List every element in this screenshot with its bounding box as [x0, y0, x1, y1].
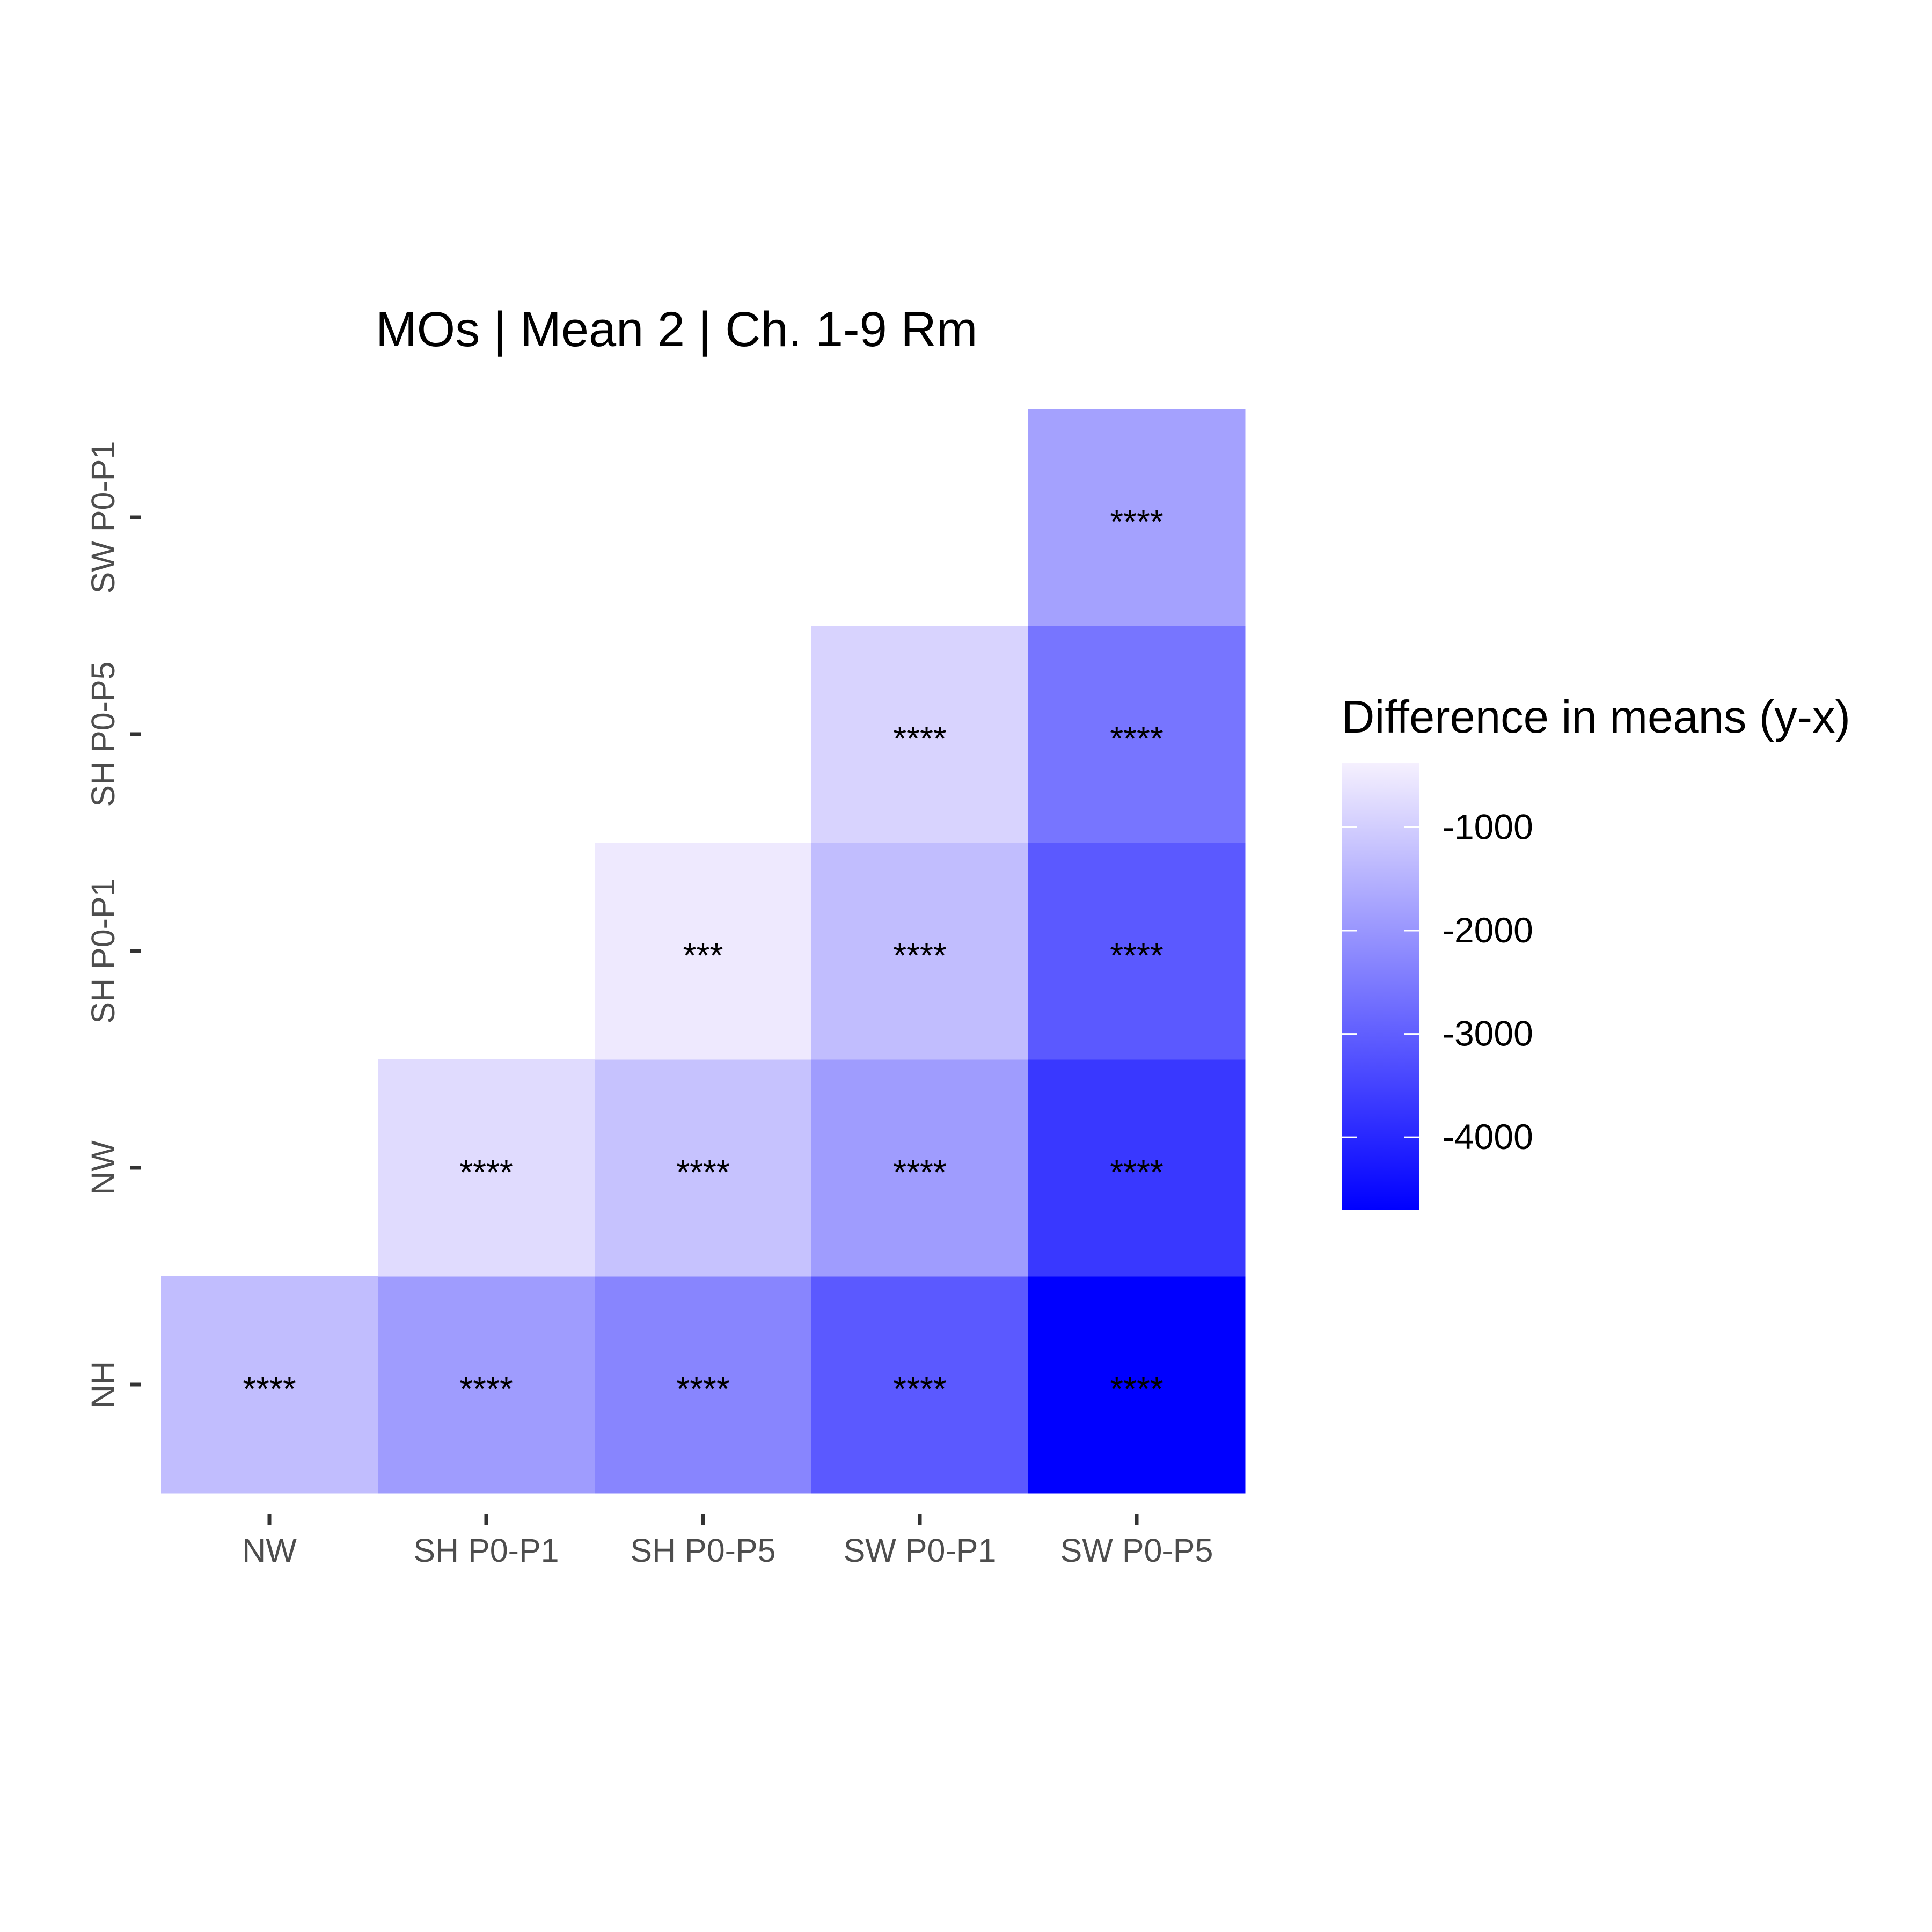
cell-significance-label: **** — [893, 719, 947, 758]
cell-significance-label: **** — [1110, 1370, 1163, 1408]
cell-significance-label: **** — [243, 1370, 296, 1408]
heatmap-cell — [1028, 409, 1246, 626]
cell-significance-label: **** — [459, 1153, 513, 1191]
heatmap-cell — [595, 1059, 812, 1277]
significance-labels: **** **** **** **** ******** **** **** ******* *… — [243, 502, 1163, 1408]
y-tick-label: SH P0-P5 — [85, 661, 121, 807]
heatmap-cell — [811, 843, 1029, 1060]
heatmap-cell — [1028, 1276, 1246, 1494]
colorbar-tick-label: -4000 — [1443, 1117, 1533, 1157]
heatmap-cell — [1028, 626, 1246, 843]
x-axis: NW SH P0-P1 SH P0-P5 SW P0-P1 SW P0-P5 — [242, 1514, 1213, 1569]
cell-significance-label: **** — [893, 1370, 947, 1408]
chart-title: MOs | Mean 2 | Ch. 1-9 Rm — [376, 302, 977, 357]
heatmap-cell — [811, 1276, 1029, 1494]
cell-significance-label: **** — [459, 1370, 513, 1408]
colorbar-title: Difference in means (y-x) — [1342, 692, 1850, 743]
y-axis: NH NW SH P0-P1 SH P0-P5 SW P0-P1 — [85, 441, 141, 1408]
x-tick-label: SH P0-P5 — [630, 1532, 775, 1569]
colorbar-legend: Difference in means (y-x) -1000 -2000 -300… — [1342, 692, 1850, 1210]
colorbar-tick-label: -1000 — [1443, 807, 1533, 846]
cell-significance-label: **** — [1110, 936, 1163, 975]
x-tick-label: SW P0-P5 — [1060, 1532, 1213, 1569]
heatmap-cell — [161, 1276, 378, 1494]
heatmap-cell — [1028, 843, 1246, 1060]
heatmap-cells — [161, 409, 1246, 1494]
x-tick-label: NW — [242, 1532, 297, 1569]
x-tick-label: SH P0-P1 — [413, 1532, 559, 1569]
colorbar-tick-label: -3000 — [1443, 1014, 1533, 1053]
colorbar-gradient — [1342, 763, 1419, 1210]
colorbar-tick-label: -2000 — [1443, 910, 1533, 950]
cell-significance-label: **** — [1110, 719, 1163, 758]
cell-significance-label: **** — [1110, 1153, 1163, 1191]
cell-significance-label: *** — [683, 936, 723, 975]
y-tick-label: SW P0-P1 — [85, 441, 121, 594]
heatmap-cell — [811, 1059, 1029, 1277]
heatmap-cell — [1028, 1059, 1246, 1277]
cell-significance-label: **** — [893, 936, 947, 975]
heatmap-cell — [378, 1059, 595, 1277]
cell-significance-label: **** — [893, 1153, 947, 1191]
x-tick-label: SW P0-P1 — [844, 1532, 997, 1569]
y-tick-label: SH P0-P1 — [85, 878, 121, 1023]
heatmap-cell — [378, 1276, 595, 1494]
cell-significance-label: **** — [676, 1370, 730, 1408]
cell-significance-label: **** — [1110, 502, 1163, 541]
y-tick-label: NW — [85, 1140, 121, 1195]
cell-significance-label: **** — [676, 1153, 730, 1191]
y-tick-label: NH — [85, 1361, 121, 1408]
heatmap-cell — [811, 626, 1029, 843]
heatmap-cell — [595, 843, 812, 1060]
heatmap-cell — [595, 1276, 812, 1494]
